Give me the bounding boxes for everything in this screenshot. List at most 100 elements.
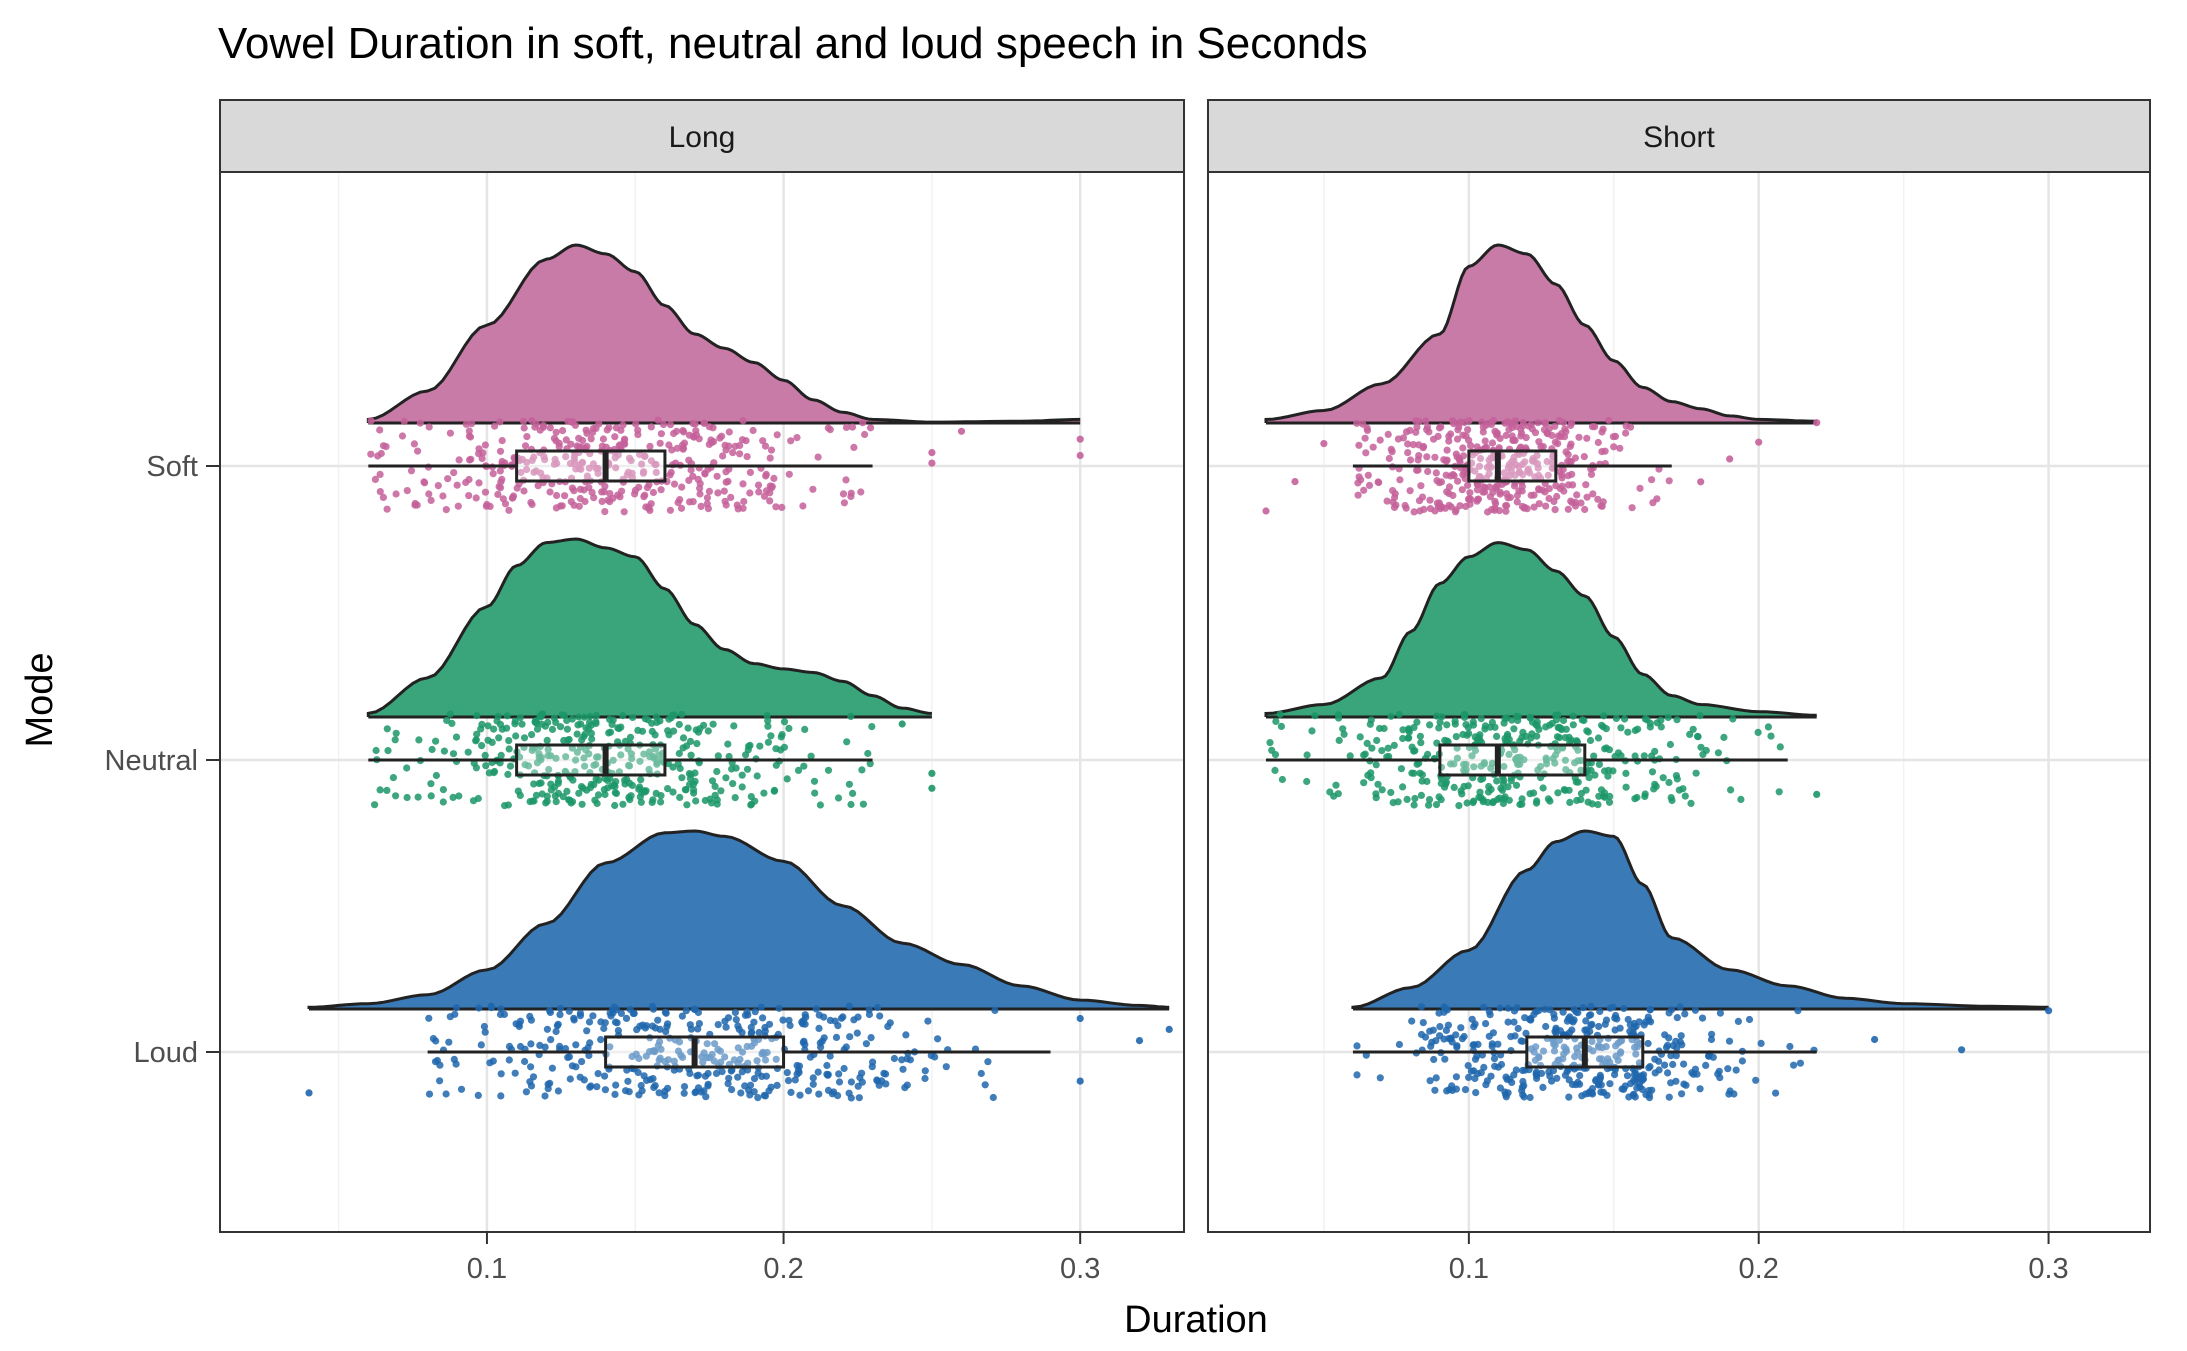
rain-point [1413, 718, 1421, 726]
rain-point [454, 502, 462, 510]
rain-point [779, 1016, 787, 1024]
rain-point [643, 484, 652, 492]
rain-point [1554, 711, 1562, 719]
rain-point [725, 428, 733, 436]
rain-point [764, 738, 773, 746]
rain-point [777, 746, 785, 754]
rain-point [1672, 1052, 1680, 1060]
rain-point [1554, 440, 1562, 448]
rain-point [616, 493, 624, 501]
rain-point [679, 427, 687, 435]
rain-point [772, 503, 780, 511]
rain-point [1611, 752, 1619, 761]
rain-point [1545, 1068, 1553, 1076]
rain-point [497, 1070, 505, 1078]
rain-point [446, 710, 454, 718]
rain-point [826, 1052, 834, 1060]
rain-point [722, 501, 730, 509]
rain-point [512, 732, 520, 740]
rain-point [1402, 504, 1410, 512]
rain-point [1489, 798, 1498, 806]
rain-point [1584, 798, 1592, 806]
rain-point [450, 469, 458, 477]
rain-point [1553, 1074, 1561, 1082]
rain-point [809, 1080, 817, 1088]
rain-point [539, 421, 547, 429]
rain-point [562, 753, 570, 761]
rain-point [1454, 419, 1463, 427]
rain-point [1616, 444, 1624, 452]
rain-point [1534, 419, 1542, 427]
rain-point [1529, 455, 1537, 463]
rain-point [594, 1070, 602, 1078]
rain-point [708, 777, 717, 785]
y-tick-label: Soft [146, 451, 198, 483]
rain-point [890, 1054, 899, 1063]
rain-point [1404, 734, 1412, 742]
rain-point [556, 1011, 564, 1019]
rain-point [1445, 501, 1453, 509]
rain-point [725, 1074, 733, 1082]
rain-point [770, 474, 778, 482]
rain-point [367, 417, 375, 425]
rain-point [425, 490, 433, 498]
rain-point [770, 786, 779, 795]
outlier-point [1076, 451, 1084, 460]
rain-point [981, 1081, 989, 1089]
rain-point [625, 793, 633, 802]
rain-point [1475, 462, 1484, 470]
rain-point [605, 423, 613, 432]
rain-point [1477, 715, 1485, 723]
rain-point [680, 439, 689, 447]
rain-point [816, 1039, 824, 1047]
rain-point [1648, 768, 1657, 776]
rain-point [1582, 786, 1590, 794]
rain-point [1433, 712, 1441, 720]
rain-point [573, 730, 581, 738]
rain-point [864, 749, 872, 758]
rain-point [1587, 1002, 1595, 1010]
rain-point [1462, 502, 1470, 511]
rain-point [1550, 1014, 1558, 1022]
rain-point [583, 472, 592, 480]
rain-point [845, 780, 854, 788]
rain-point [1543, 457, 1551, 466]
rain-point [1504, 1004, 1512, 1012]
rain-point [576, 1012, 585, 1020]
rain-point [1480, 1063, 1488, 1071]
rain-point [704, 727, 712, 735]
rain-point [1687, 799, 1695, 808]
rain-point [1406, 456, 1415, 464]
rain-point [527, 1082, 536, 1090]
rain-point [839, 1013, 847, 1021]
rain-point [1582, 1090, 1590, 1098]
rain-point [728, 765, 736, 773]
rain-point [1502, 507, 1510, 515]
rain-point [1597, 1088, 1605, 1096]
rain-point [465, 492, 473, 500]
density-outline-neutral [366, 537, 932, 717]
rain-point [1519, 1091, 1527, 1099]
rain-point [666, 421, 675, 429]
rain-point [719, 452, 727, 460]
rain-point [440, 747, 448, 755]
rain-point [1632, 1050, 1640, 1058]
rain-point [1481, 722, 1489, 730]
rain-point [495, 483, 503, 491]
rain-point [562, 436, 570, 444]
rain-point [563, 716, 571, 725]
rain-point [652, 468, 660, 476]
rain-point [1470, 1067, 1478, 1075]
rain-point [1622, 783, 1630, 791]
rain-point [1594, 438, 1602, 447]
rain-point [1426, 1027, 1434, 1035]
rain-point [575, 465, 584, 473]
rain-point [921, 1067, 929, 1075]
rain-point [1676, 1038, 1684, 1046]
rain-point [1568, 419, 1576, 427]
rain-point [1724, 1065, 1732, 1073]
rain-point [472, 736, 480, 744]
rain-point [921, 1074, 929, 1083]
rain-point [767, 446, 776, 454]
rain-point [1628, 504, 1636, 512]
